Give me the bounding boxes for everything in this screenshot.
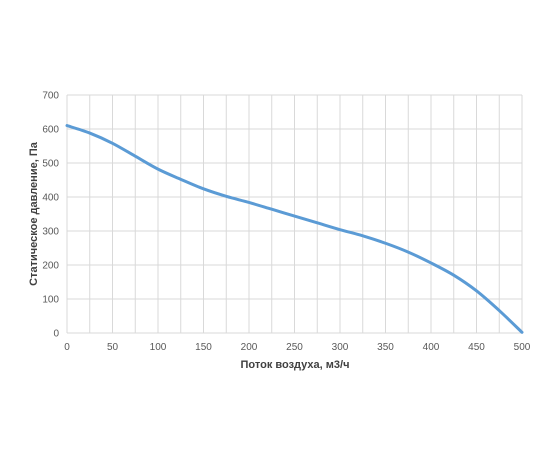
x-tick-label: 500: [514, 342, 531, 353]
y-tick-label: 700: [42, 91, 59, 102]
y-tick-label: 100: [42, 295, 59, 306]
x-tick-label: 150: [195, 342, 212, 353]
y-tick-label: 500: [42, 159, 59, 170]
y-axis-tick-labels: 0 100 200 300 400 500 600 700: [42, 91, 59, 340]
x-tick-label: 200: [241, 342, 258, 353]
grid: [66, 94, 523, 334]
series-layer: [65, 124, 524, 334]
x-tick-label: 350: [377, 342, 394, 353]
y-tick-label: 0: [53, 329, 59, 340]
series-line: [65, 124, 524, 334]
x-tick-label: 0: [64, 342, 70, 353]
y-tick-label: 400: [42, 193, 59, 204]
y-tick-label: 200: [42, 261, 59, 272]
y-tick-label: 600: [42, 125, 59, 136]
x-tick-label: 400: [423, 342, 440, 353]
x-tick-label: 50: [107, 342, 119, 353]
x-tick-label: 100: [150, 342, 167, 353]
y-tick-label: 300: [42, 227, 59, 238]
x-tick-label: 250: [286, 342, 303, 353]
x-axis-tick-labels: 0 50 100 150 200 250 300 350 400 450 500: [64, 342, 531, 353]
y-axis-title: Статическое давление, Па: [28, 141, 40, 286]
x-axis-title: Поток воздуха, м3/ч: [241, 359, 350, 371]
x-tick-label: 450: [468, 342, 485, 353]
x-tick-label: 300: [332, 342, 349, 353]
